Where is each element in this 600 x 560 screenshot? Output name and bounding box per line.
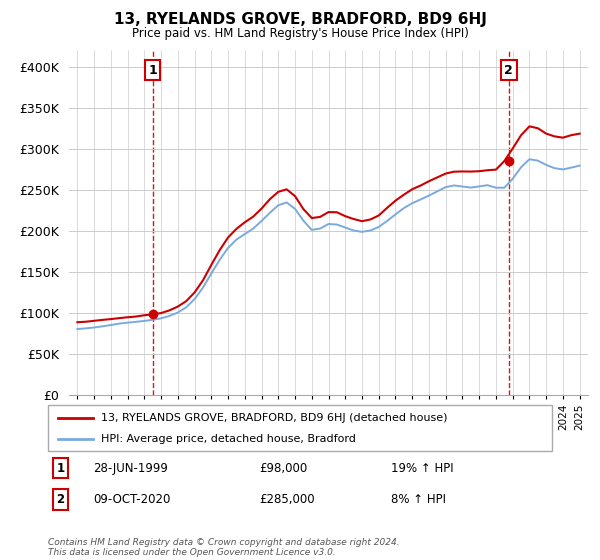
Text: 2: 2 bbox=[56, 493, 65, 506]
Text: 8% ↑ HPI: 8% ↑ HPI bbox=[391, 493, 446, 506]
Text: 19% ↑ HPI: 19% ↑ HPI bbox=[391, 462, 454, 475]
Text: HPI: Average price, detached house, Bradford: HPI: Average price, detached house, Brad… bbox=[101, 435, 356, 444]
Text: 2: 2 bbox=[505, 64, 513, 77]
Text: 1: 1 bbox=[56, 462, 65, 475]
Text: Contains HM Land Registry data © Crown copyright and database right 2024.
This d: Contains HM Land Registry data © Crown c… bbox=[48, 538, 400, 557]
FancyBboxPatch shape bbox=[48, 405, 552, 451]
Text: 13, RYELANDS GROVE, BRADFORD, BD9 6HJ (detached house): 13, RYELANDS GROVE, BRADFORD, BD9 6HJ (d… bbox=[101, 413, 448, 423]
Text: 09-OCT-2020: 09-OCT-2020 bbox=[94, 493, 171, 506]
Text: £285,000: £285,000 bbox=[260, 493, 316, 506]
Text: £98,000: £98,000 bbox=[260, 462, 308, 475]
Text: 1: 1 bbox=[148, 64, 157, 77]
Text: 13, RYELANDS GROVE, BRADFORD, BD9 6HJ: 13, RYELANDS GROVE, BRADFORD, BD9 6HJ bbox=[113, 12, 487, 27]
Text: Price paid vs. HM Land Registry's House Price Index (HPI): Price paid vs. HM Land Registry's House … bbox=[131, 27, 469, 40]
Text: 28-JUN-1999: 28-JUN-1999 bbox=[94, 462, 168, 475]
